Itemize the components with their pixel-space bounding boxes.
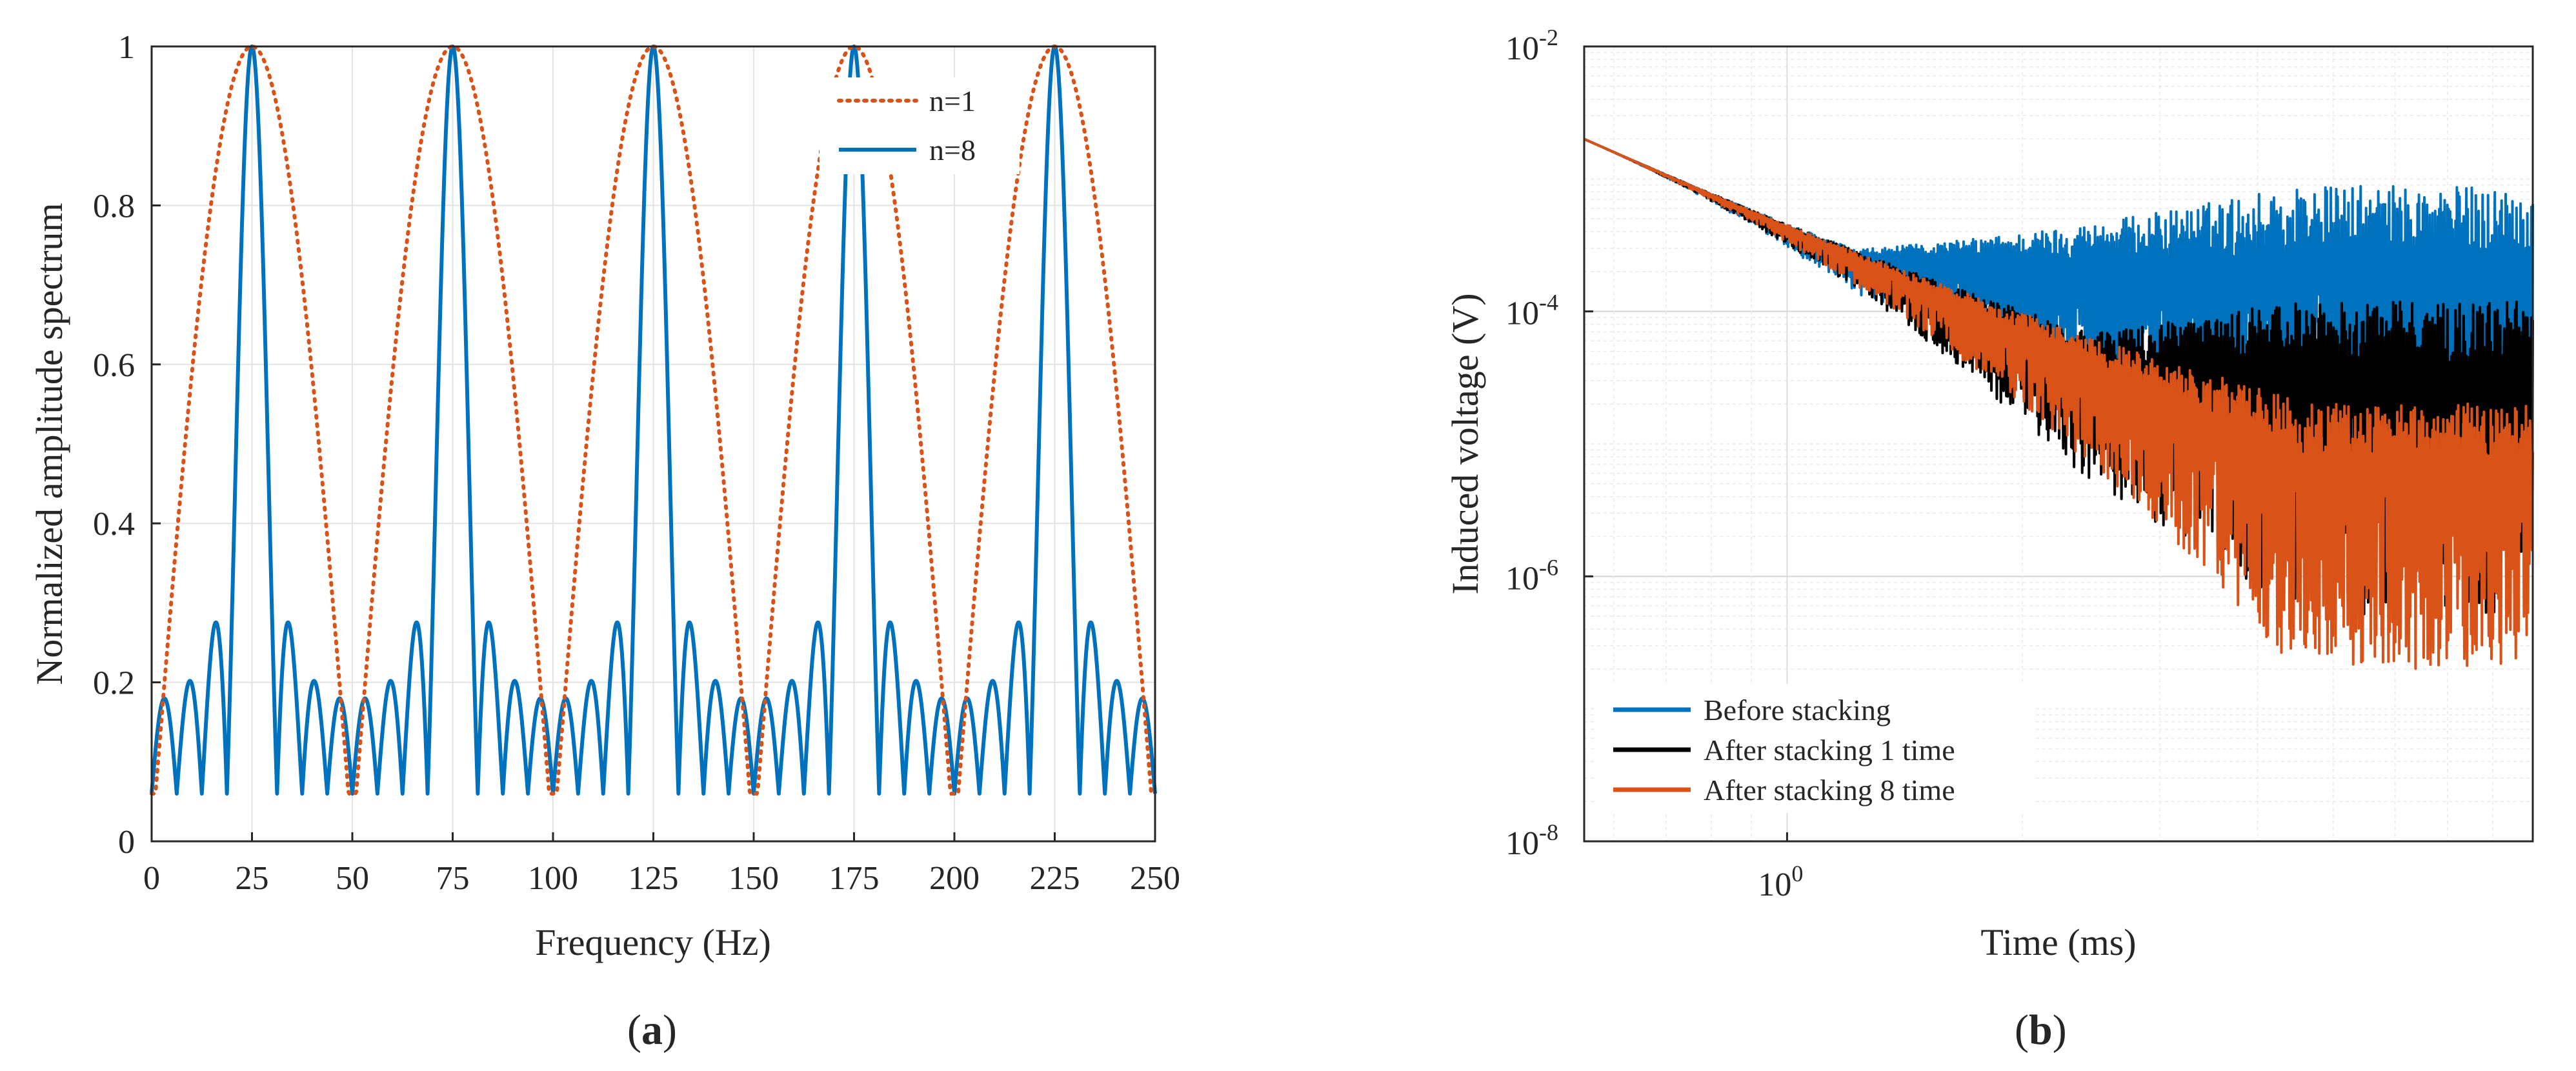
b-xlabel: Time (ms) [1980, 921, 2136, 963]
b-ytick-label: 10-2 [1505, 25, 1558, 67]
a-legend-label-n8: n=8 [929, 134, 976, 166]
a-xtick-label: 175 [829, 860, 880, 897]
b-ytick-label: 10-6 [1505, 554, 1558, 597]
b-legend-label-stack8: After stacking 8 time [1704, 774, 1955, 806]
a-xtick-label: 225 [1030, 860, 1080, 897]
a-xtick-label: 125 [629, 860, 679, 897]
a-xtick-label: 50 [336, 860, 369, 897]
panel-b-label: (b) [2015, 1006, 2067, 1054]
panel-a-letter: a [641, 1006, 663, 1054]
chart-panel-b: 10-2 10-4 10-6 10-8 100 Time (ms) Induced vo… [1444, 25, 2534, 1054]
b-legend: Before stacking After stacking 1 time Af… [1597, 684, 2036, 813]
b-ylabel: Induced voltage (V) [1444, 293, 1486, 594]
b-ytick-label: 10-4 [1505, 290, 1558, 332]
a-xtick-label: 100 [528, 860, 578, 897]
a-ytick-label: 0.4 [93, 506, 135, 543]
b-series-line-2 [1584, 137, 2534, 670]
a-xtick-label: 150 [729, 860, 779, 897]
a-xtick-label: 25 [236, 860, 269, 897]
a-xlabel: Frequency (Hz) [535, 921, 771, 963]
a-ytick-label: 0.8 [93, 188, 135, 225]
b-ticks: 10-2 10-4 10-6 10-8 100 [1505, 25, 1803, 903]
a-legend: n=1 n=8 [820, 77, 1020, 174]
a-xtick-label: 200 [929, 860, 980, 897]
a-xtick-label: 0 [143, 860, 160, 897]
a-ytick-label: 1 [118, 29, 135, 66]
b-plot-frame [1583, 45, 2534, 843]
a-legend-label-n1: n=1 [929, 85, 976, 117]
a-xtick-label: 75 [436, 860, 470, 897]
a-ticks: 0 25 50 75 100 125 150 175 200 225 250 0 0.2 0.4 0.6 0.… [93, 29, 1180, 897]
b-legend-label-before: Before stacking [1704, 694, 1891, 726]
b-series-layer [1584, 137, 2534, 670]
a-ylabel: Normalized amplitude spectrum [28, 203, 70, 685]
panel-b-letter: b [2029, 1006, 2053, 1054]
a-legend-box [820, 77, 1020, 174]
a-ytick-label: 0.6 [93, 347, 135, 384]
panel-a-label: (a) [627, 1006, 677, 1054]
b-legend-label-stack1: After stacking 1 time [1704, 734, 1955, 766]
a-xtick-label: 250 [1130, 860, 1180, 897]
b-xtick-label: 100 [1758, 861, 1803, 903]
b-ytick-label: 10-8 [1505, 819, 1558, 862]
chart-panel-a: 0 25 50 75 100 125 150 175 200 225 250 0 0.2 0.4 0.6 0.… [28, 29, 1180, 1054]
a-ytick-label: 0 [118, 824, 135, 861]
a-ytick-label: 0.2 [93, 665, 135, 702]
